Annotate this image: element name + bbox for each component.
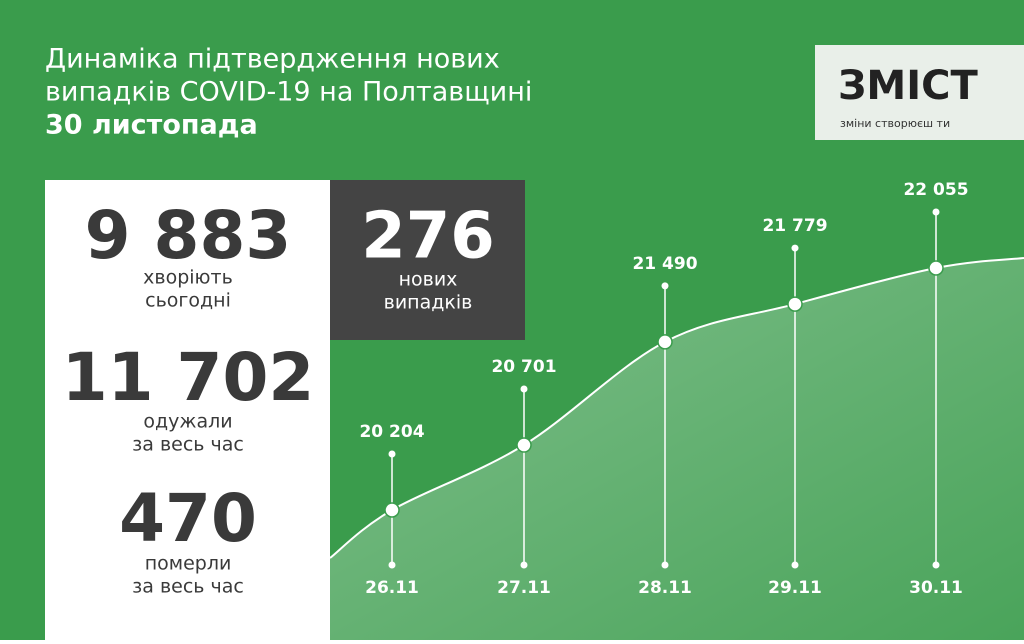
- new-cases-label: нових: [399, 269, 458, 291]
- point: [928, 260, 944, 276]
- point: [384, 502, 400, 518]
- x-tick-label: 28.11: [638, 578, 692, 598]
- stat-value: 470: [119, 480, 257, 557]
- line-end-dot: [791, 244, 799, 252]
- stat-value: 9 883: [85, 197, 292, 274]
- line-end-dot: [932, 208, 940, 216]
- line-end-dot: [520, 385, 528, 393]
- new-cases-panel: [330, 180, 525, 340]
- stat-label: хворіють: [143, 267, 233, 289]
- value-label: 21 490: [632, 254, 697, 274]
- point: [516, 437, 532, 453]
- x-tick-label: 29.11: [768, 578, 822, 598]
- stat-label: за весь час: [132, 434, 244, 456]
- new-cases-value: 276: [361, 200, 495, 274]
- x-tick-label: 27.11: [497, 578, 551, 598]
- logo-box: [815, 45, 1024, 140]
- value-label: 22 055: [903, 180, 968, 200]
- line-end-dot: [932, 561, 940, 569]
- title-line: Динаміка підтвердження нових: [45, 44, 500, 75]
- stat-label: сьогодні: [145, 290, 231, 312]
- new-cases-label: випадків: [384, 292, 473, 314]
- title-line: випадків COVID-19 на Полтавщині: [45, 77, 532, 108]
- line-end-dot: [791, 561, 799, 569]
- logo-name: ЗМІСТ: [838, 63, 978, 109]
- value-label: 20 701: [491, 357, 556, 377]
- x-tick-label: 30.11: [909, 578, 963, 598]
- line-end-dot: [661, 282, 669, 290]
- curve-extension: [935, 257, 1024, 269]
- logo-tagline: зміни створюєш ти: [840, 117, 950, 130]
- stats-panel: [45, 180, 330, 640]
- value-label: 21 779: [762, 216, 827, 236]
- stat-label: одужали: [143, 411, 232, 433]
- title-date: 30 листопада: [45, 110, 258, 141]
- line-end-dot: [388, 561, 396, 569]
- chart: 20 204 26.11 20 701 27.11 21 490 28.11 21 779 2…: [329, 180, 1024, 640]
- stat-label: померли: [145, 553, 232, 575]
- line-end-dot: [388, 450, 396, 458]
- line-end-dot: [520, 561, 528, 569]
- area: [330, 258, 1024, 640]
- point: [787, 296, 803, 312]
- line-end-dot: [661, 561, 669, 569]
- stat-label: за весь час: [132, 576, 244, 598]
- x-tick-label: 26.11: [365, 578, 419, 598]
- point: [657, 334, 673, 350]
- curve-extension: [329, 509, 393, 559]
- value-label: 20 204: [359, 422, 424, 442]
- stat-value: 11 702: [62, 339, 315, 416]
